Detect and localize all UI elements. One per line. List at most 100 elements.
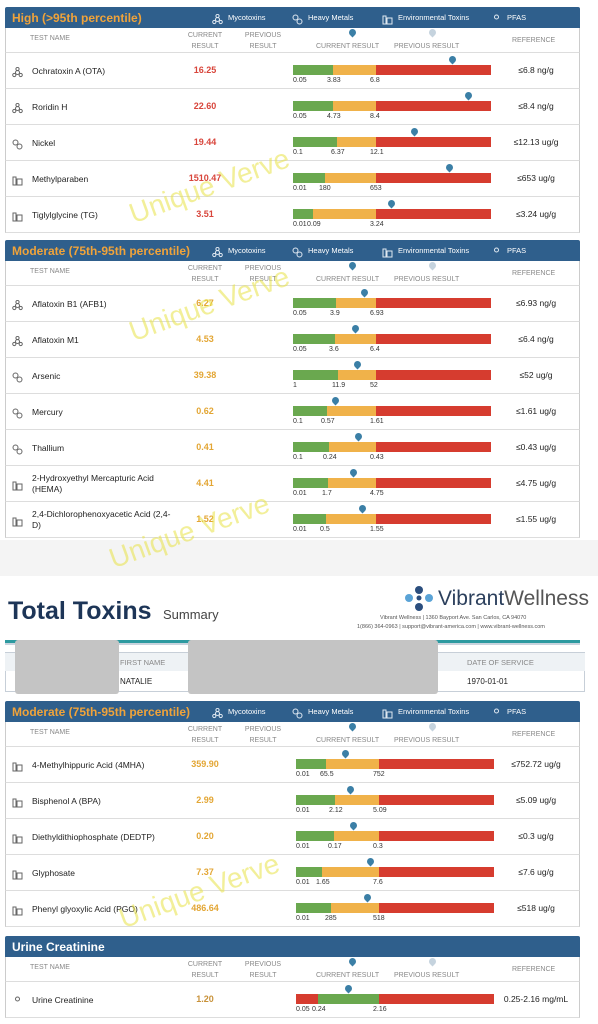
tick-label: 0.05 bbox=[293, 77, 307, 84]
bar-orange bbox=[334, 831, 379, 841]
icon-svg bbox=[382, 709, 393, 719]
icon-svg bbox=[494, 14, 499, 20]
bar-red bbox=[376, 101, 491, 111]
bar-orange bbox=[336, 298, 376, 308]
col-label: CURRENT RESULT bbox=[316, 737, 380, 744]
result: 2.99 bbox=[196, 795, 214, 805]
bar-green bbox=[293, 65, 333, 75]
row-icon bbox=[12, 442, 23, 455]
row-icon bbox=[491, 245, 502, 256]
tick-label: 0.5 bbox=[320, 526, 330, 533]
row-icon bbox=[12, 759, 23, 772]
tick-label: 1.65 bbox=[316, 879, 330, 886]
tick-label: 1 bbox=[293, 382, 297, 389]
tick-label: 3.9 bbox=[330, 310, 340, 317]
tick-label: 0.01 bbox=[296, 915, 310, 922]
brand: VibrantWellness bbox=[438, 587, 589, 611]
test-name: Aflatoxin B1 (AFB1) bbox=[32, 298, 107, 309]
test-name: Glyphosate bbox=[32, 867, 75, 878]
tick-label: 0.01 bbox=[293, 185, 307, 192]
tick-label: 0.01 bbox=[296, 771, 310, 778]
tick-label: 0.01 bbox=[296, 843, 310, 850]
row-icon bbox=[212, 12, 223, 25]
bar-orange bbox=[329, 442, 376, 452]
row-icon bbox=[292, 706, 303, 719]
row-icon bbox=[382, 245, 393, 258]
col-label: CURRENT RESULT bbox=[316, 276, 380, 283]
icon-svg bbox=[12, 798, 23, 808]
row-icon bbox=[12, 173, 23, 186]
icon-svg bbox=[12, 906, 23, 916]
legend-label: Mycotoxins bbox=[228, 246, 266, 255]
row bbox=[5, 819, 580, 855]
bar-orange bbox=[322, 867, 379, 877]
row bbox=[5, 394, 580, 430]
bar-orange bbox=[338, 370, 376, 380]
bar-green bbox=[296, 903, 331, 913]
row bbox=[5, 125, 580, 161]
col-label: PREVIOUS RESULT bbox=[244, 32, 282, 50]
col-label: PREVIOUS RESULT bbox=[394, 276, 460, 283]
bar-green bbox=[293, 173, 325, 183]
icon-svg bbox=[12, 335, 23, 347]
legend-label: PFAS bbox=[507, 246, 527, 255]
bar-red bbox=[376, 209, 491, 219]
reference: ≤3.24 ug/g bbox=[515, 209, 557, 219]
bar-red bbox=[376, 137, 491, 147]
icon-svg bbox=[12, 870, 23, 880]
tick-label: 0.24 bbox=[323, 454, 337, 461]
result: 1.20 bbox=[196, 994, 214, 1004]
bar-green bbox=[293, 101, 333, 111]
reference: ≤752.72 ug/g bbox=[511, 759, 561, 769]
tick-label: 52 bbox=[370, 382, 378, 389]
reference: 0.25-2.16 mg/mL bbox=[503, 994, 569, 1004]
address: Vibrant Wellness | 1360 Bayport Ave. San… bbox=[380, 615, 527, 621]
tick-label: 1.61 bbox=[370, 418, 384, 425]
col-label: PREVIOUS RESULT bbox=[394, 737, 460, 744]
row-icon bbox=[292, 12, 303, 25]
tick-label: 0.24 bbox=[312, 1006, 326, 1013]
legend-label: Environmental Toxins bbox=[398, 13, 470, 22]
tick-label: 0.01 bbox=[296, 807, 310, 814]
test-name: Arsenic bbox=[32, 370, 61, 381]
test-name: 4-Methylhippuric Acid (4MHA) bbox=[32, 759, 145, 770]
bar-red bbox=[376, 65, 491, 75]
test-name: Diethyldithiophosphate (DEDTP) bbox=[32, 831, 155, 842]
icon-svg bbox=[292, 14, 303, 25]
redaction bbox=[188, 640, 438, 694]
result: 16.25 bbox=[193, 65, 217, 75]
row-icon bbox=[12, 994, 23, 1005]
tick-label: 0.01 bbox=[293, 221, 307, 228]
value: 1970-01-01 bbox=[467, 677, 508, 686]
row bbox=[5, 783, 580, 819]
reference: ≤0.3 ug/g bbox=[518, 831, 554, 841]
redaction bbox=[15, 640, 119, 694]
bar-red bbox=[379, 831, 494, 841]
icon-svg bbox=[12, 139, 23, 150]
col-label: TEST NAME bbox=[30, 729, 70, 736]
reference: ≤12.13 ug/g bbox=[513, 137, 559, 147]
tick-label: 0.05 bbox=[293, 346, 307, 353]
tick-label: 2.12 bbox=[329, 807, 343, 814]
bar-orange bbox=[313, 209, 376, 219]
col-label: TEST NAME bbox=[30, 35, 70, 42]
section-header bbox=[5, 936, 580, 957]
column-header bbox=[5, 722, 580, 747]
col-label: PREVIOUS RESULT bbox=[244, 726, 282, 744]
result: 19.44 bbox=[193, 137, 217, 147]
row-icon bbox=[12, 137, 23, 150]
icon-svg bbox=[12, 299, 23, 311]
icon-svg bbox=[212, 13, 223, 25]
legend-label: Environmental Toxins bbox=[398, 707, 470, 716]
reference: ≤6.8 ng/g bbox=[518, 65, 554, 75]
col-label: CURRENT RESULT bbox=[187, 961, 223, 979]
row-icon bbox=[12, 903, 23, 916]
bar-green bbox=[293, 209, 313, 219]
tick-label: 11.9 bbox=[332, 382, 346, 389]
tick-label: 0.1 bbox=[293, 149, 303, 156]
reference: ≤1.55 ug/g bbox=[515, 514, 557, 524]
legend-label: Heavy Metals bbox=[308, 246, 354, 255]
tick-label: 3.6 bbox=[329, 346, 339, 353]
row-icon bbox=[382, 706, 393, 719]
row-icon bbox=[12, 406, 23, 419]
